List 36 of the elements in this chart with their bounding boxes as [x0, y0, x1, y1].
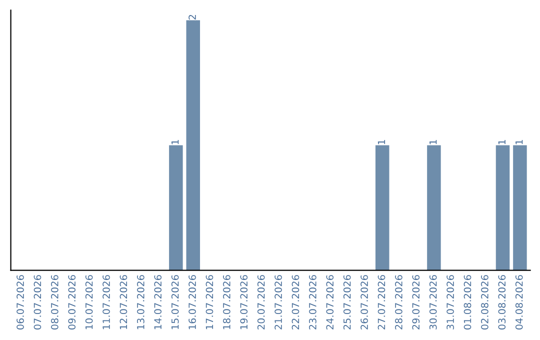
x-tick-label: 17.07.2026 [206, 275, 214, 330]
x-tick-label: 21.07.2026 [274, 275, 282, 330]
x-tick-label: 29.07.2026 [412, 275, 420, 330]
x-tick-label: 20.07.2026 [257, 275, 265, 330]
x-tick-label: 10.07.2026 [85, 275, 93, 330]
x-tick-label: 15.07.2026 [171, 275, 179, 330]
data-label: 1 [378, 140, 386, 144]
data-label: 1 [172, 140, 179, 144]
x-tick-label: 14.07.2026 [154, 275, 162, 330]
x-tick-label: 12.07.2026 [120, 275, 128, 330]
x-tick-label: 27.07.2026 [378, 275, 386, 330]
data-label: 1 [430, 140, 437, 144]
x-tick-label: 06.07.2026 [16, 275, 24, 330]
x-tick-label: 09.07.2026 [68, 275, 76, 330]
data-label: 1 [498, 140, 506, 144]
x-tick-label: 16.07.2026 [188, 275, 196, 330]
x-tick-label: 11.07.2026 [102, 275, 110, 330]
x-tick-label: 26.07.2026 [360, 275, 368, 330]
x-tick-label: 01.08.2026 [464, 275, 472, 330]
x-tick-label: 03.08.2026 [498, 275, 506, 330]
x-tick-label: 18.07.2026 [223, 275, 230, 330]
x-tick-label: 22.07.2026 [292, 275, 300, 330]
x-tick-label: 19.07.2026 [240, 275, 248, 330]
x-tick-label: 07.07.2026 [34, 275, 42, 330]
x-tick-label: 08.07.2026 [50, 275, 58, 330]
x-tick-label: 30.07.2026 [429, 275, 437, 330]
x-tick-label: 31.07.2026 [446, 275, 454, 330]
x-tick-label: 04.08.2026 [515, 275, 523, 330]
x-tick-label: 02.08.2026 [481, 275, 488, 330]
x-tick-label: 23.07.2026 [309, 275, 316, 330]
x-tick-label: 28.07.2026 [395, 275, 402, 330]
data-label: 2 [188, 14, 196, 20]
x-tick-label: 25.07.2026 [343, 275, 351, 330]
x-tick-label: 24.07.2026 [326, 275, 334, 330]
data-label: 1 [516, 140, 523, 144]
x-tick-label: 13.07.2026 [136, 275, 144, 330]
